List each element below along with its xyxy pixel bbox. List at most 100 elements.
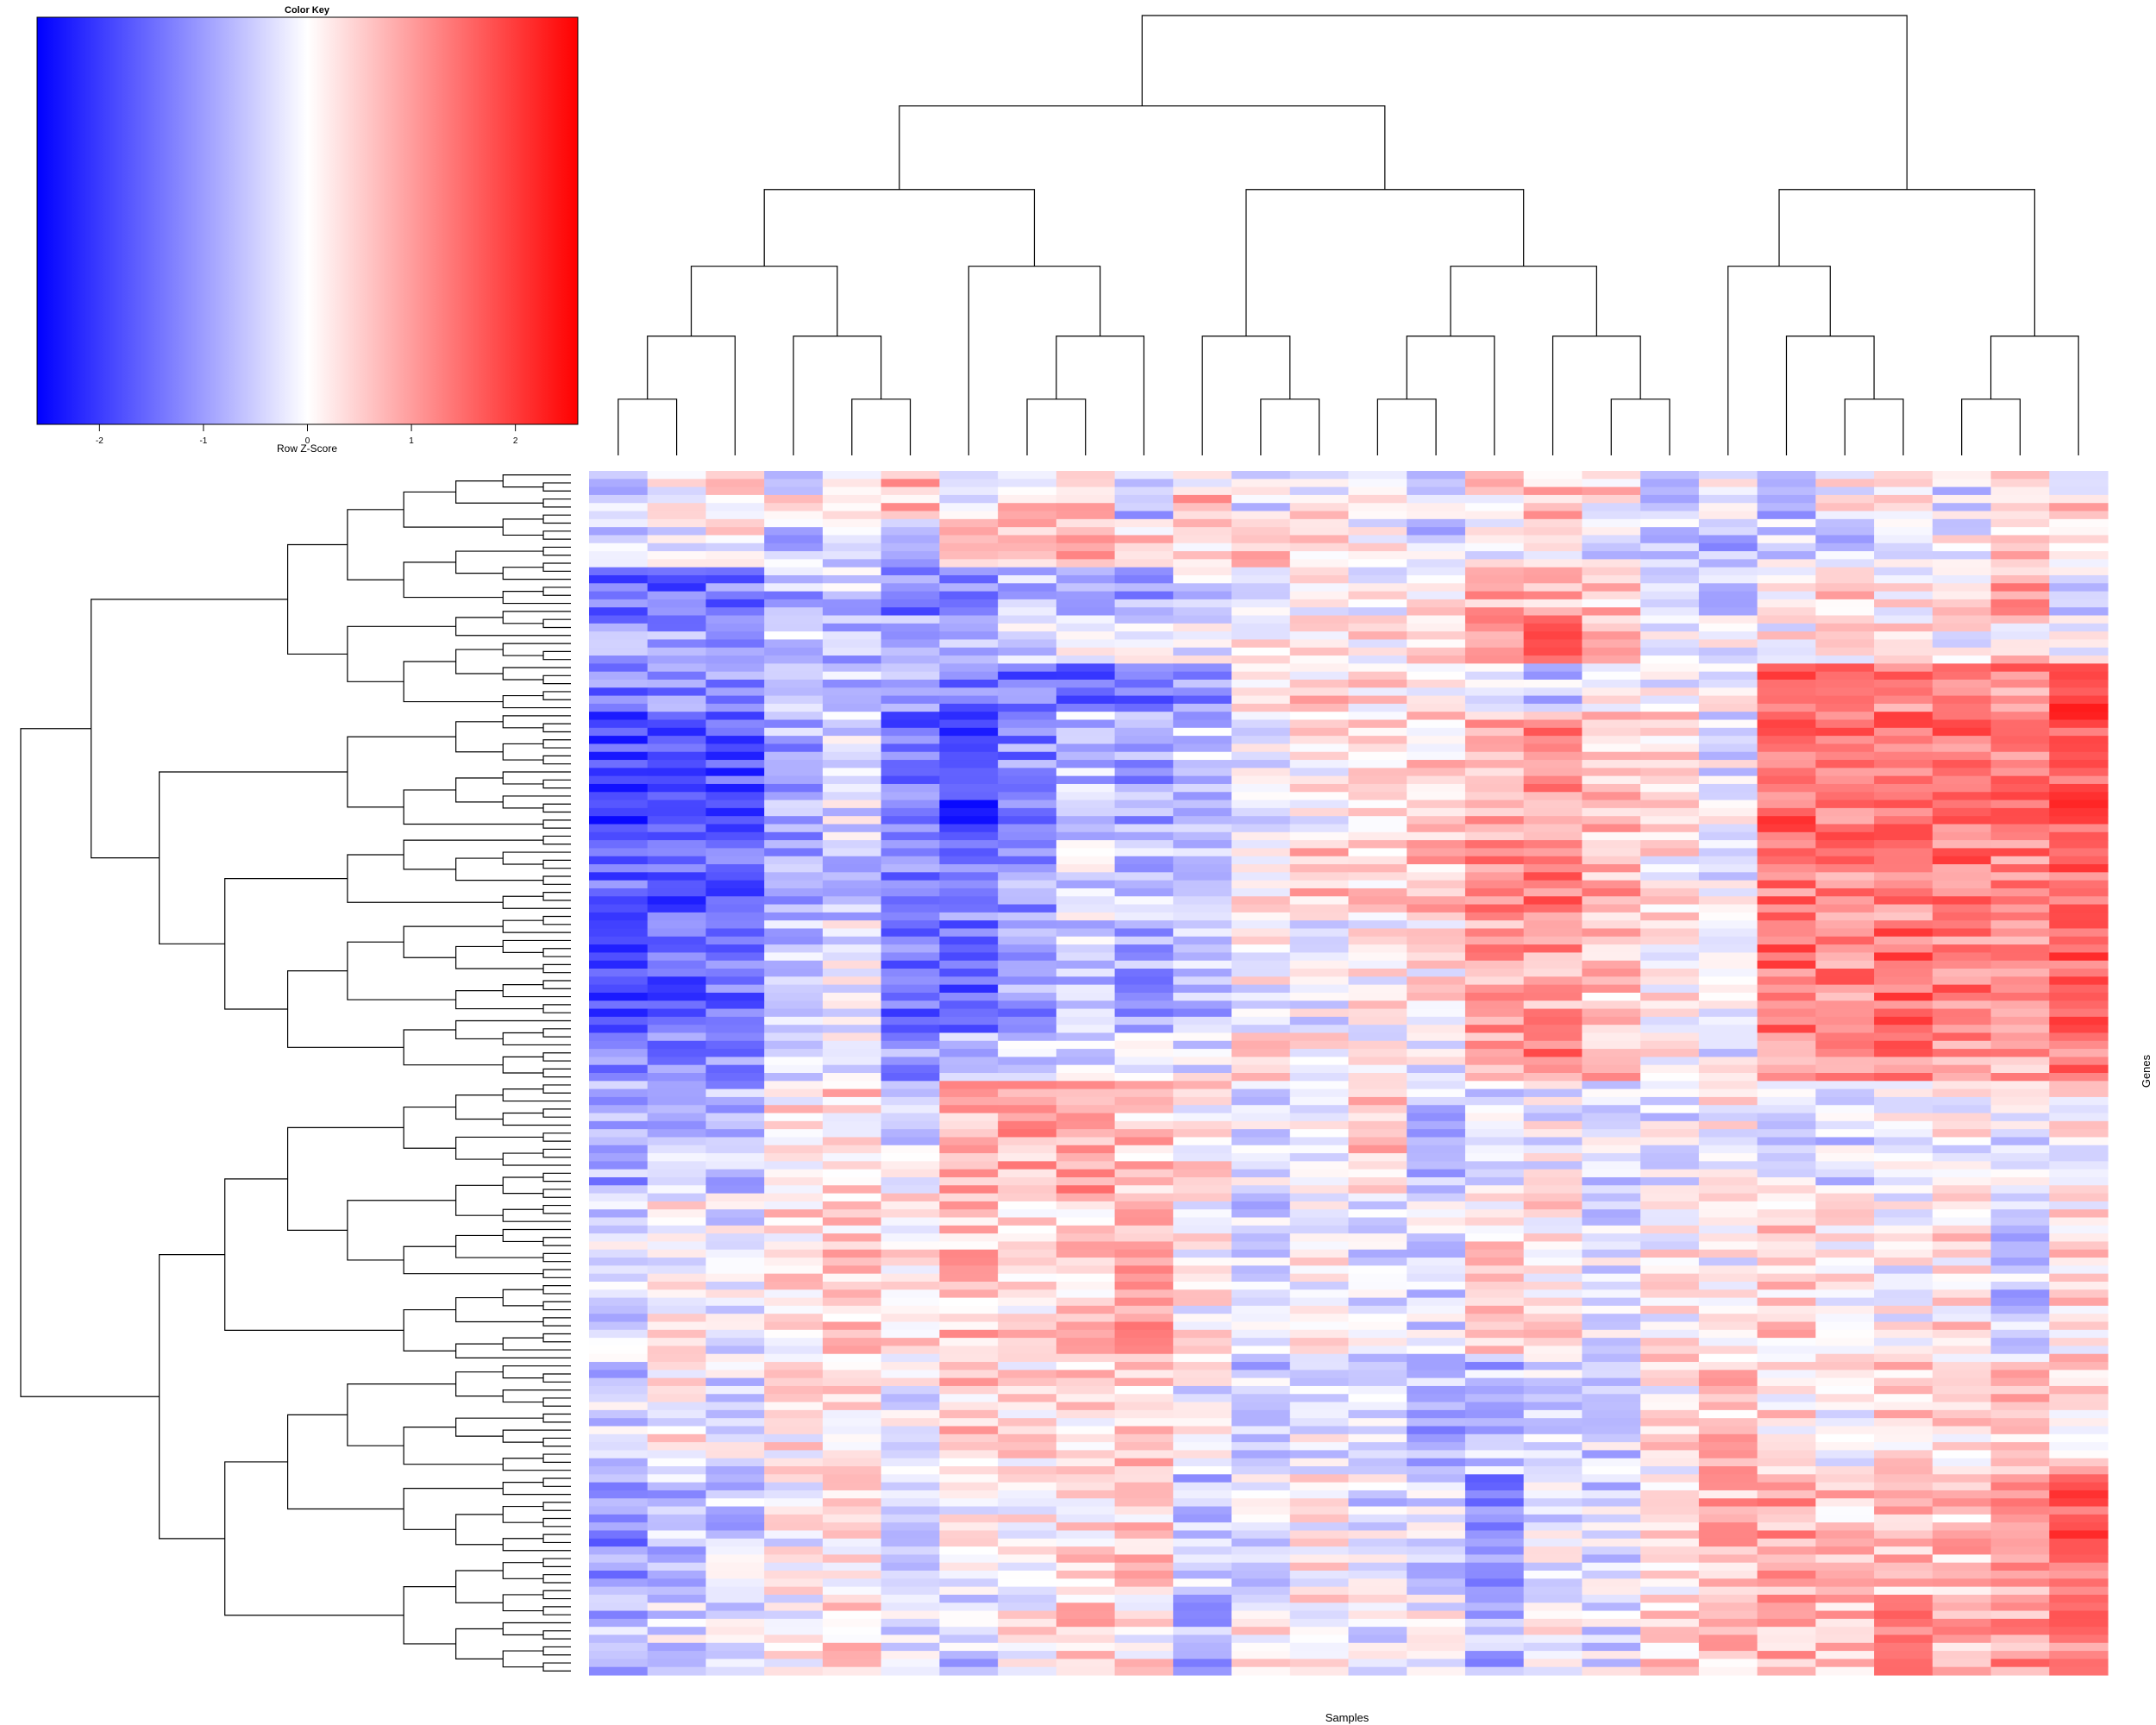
- heatmap-cell: [1289, 1377, 1350, 1387]
- heatmap-cell: [705, 1586, 765, 1596]
- heatmap-cell: [647, 527, 707, 536]
- heatmap-cell: [939, 1450, 999, 1459]
- heatmap-cell: [1523, 1490, 1583, 1499]
- heatmap-cell: [1582, 1073, 1641, 1082]
- heatmap-cell: [1582, 1466, 1641, 1475]
- heatmap-cell: [822, 1040, 882, 1050]
- heatmap-cell: [1640, 1161, 1700, 1170]
- heatmap-cell: [2049, 503, 2109, 512]
- heatmap-cell: [1348, 1025, 1407, 1034]
- heatmap-cell: [1757, 543, 1816, 552]
- heatmap-cell: [1523, 615, 1583, 624]
- heatmap-cell: [1464, 1225, 1525, 1234]
- heatmap-cell: [881, 535, 940, 544]
- heatmap-cell: [647, 703, 707, 712]
- heatmap-cell: [764, 1176, 824, 1186]
- heatmap-cell: [1289, 960, 1350, 969]
- heatmap-cell: [764, 1562, 824, 1571]
- heatmap-cell: [1932, 1506, 1992, 1515]
- heatmap-cell: [1523, 479, 1583, 488]
- heatmap-cell: [1815, 1659, 1875, 1668]
- heatmap-cell: [881, 583, 940, 593]
- heatmap-cell: [1464, 1394, 1525, 1403]
- heatmap-cell: [939, 1498, 999, 1508]
- heatmap-cell: [764, 928, 824, 938]
- heatmap-cell: [1232, 1514, 1291, 1523]
- heatmap-cell: [1289, 1161, 1350, 1170]
- heatmap-cell: [1114, 1057, 1174, 1066]
- heatmap-cell: [998, 503, 1057, 512]
- heatmap-cell: [705, 1530, 765, 1540]
- heatmap-cell: [1056, 888, 1116, 897]
- heatmap-cell: [1932, 1426, 1992, 1435]
- heatmap-cell: [1640, 712, 1700, 721]
- heatmap-cell: [2049, 1514, 2109, 1523]
- heatmap-cell: [1348, 1433, 1407, 1443]
- heatmap-cell: [1523, 1329, 1583, 1339]
- heatmap-cell: [1407, 1120, 1466, 1130]
- heatmap-cell: [1056, 607, 1116, 617]
- heatmap-cell: [1582, 1273, 1641, 1283]
- heatmap-cell: [881, 1265, 940, 1275]
- heatmap-cell: [1815, 535, 1875, 544]
- heatmap-cell: [1874, 1610, 1934, 1620]
- heatmap-cell: [1464, 1105, 1525, 1114]
- heatmap-cell: [1348, 1385, 1407, 1395]
- heatmap-cell: [1232, 639, 1291, 649]
- heatmap-cell: [764, 719, 824, 729]
- heatmap-cell: [1640, 503, 1700, 512]
- heatmap-cell: [881, 936, 940, 945]
- heatmap-cell: [589, 567, 649, 576]
- heatmap-cell: [1173, 591, 1232, 600]
- heatmap-cell: [1056, 1377, 1116, 1387]
- heatmap-cell: [939, 591, 999, 600]
- heatmap-cell: [647, 1073, 707, 1082]
- heatmap-cell: [1056, 1458, 1116, 1467]
- heatmap-cell: [881, 928, 940, 938]
- heatmap-cell: [1407, 1297, 1466, 1307]
- heatmap-cell: [1990, 1594, 2050, 1603]
- heatmap-cell: [881, 1402, 940, 1411]
- heatmap-cell: [1289, 615, 1350, 624]
- heatmap-cell: [1990, 663, 2050, 673]
- heatmap-cell: [1698, 1586, 1758, 1596]
- heatmap-cell: [1056, 856, 1116, 865]
- heatmap-cell: [764, 872, 824, 881]
- heatmap-cell: [1815, 486, 1875, 496]
- heatmap-cell: [1232, 992, 1291, 1001]
- heatmap-cell: [1582, 944, 1641, 953]
- heatmap-cell: [1348, 712, 1407, 721]
- heatmap-cell: [2049, 1169, 2109, 1178]
- heatmap-cell: [998, 1627, 1057, 1636]
- heatmap-cell: [2049, 479, 2109, 488]
- heatmap-cell: [589, 760, 649, 768]
- heatmap-cell: [1698, 1016, 1758, 1026]
- heatmap-cell: [1056, 912, 1116, 921]
- heatmap-cell: [1698, 599, 1758, 608]
- heatmap-cell: [1289, 639, 1350, 649]
- heatmap-cell: [1232, 1016, 1291, 1026]
- heatmap-cell: [1407, 1113, 1466, 1122]
- heatmap-cell: [705, 936, 765, 945]
- heatmap-cell: [1464, 1289, 1525, 1299]
- heatmap-cell: [1464, 800, 1525, 809]
- heatmap-cell: [1464, 1113, 1525, 1122]
- heatmap-cell: [1348, 1458, 1407, 1467]
- heatmap-cell: [1289, 768, 1350, 777]
- heatmap-cell: [2049, 1562, 2109, 1571]
- heatmap-cell: [1874, 1522, 1934, 1532]
- heatmap-cell: [1523, 1394, 1583, 1403]
- heatmap-cell: [881, 494, 940, 504]
- heatmap-cell: [1523, 928, 1583, 938]
- heatmap-cell: [881, 848, 940, 857]
- heatmap-cell: [589, 928, 649, 938]
- heatmap-cell: [1173, 1000, 1232, 1010]
- heatmap-cell: [764, 1040, 824, 1050]
- heatmap-cell: [1173, 679, 1232, 688]
- heatmap-cell: [705, 1458, 765, 1467]
- row-dendrogram-branch: [403, 491, 504, 528]
- heatmap-cell: [1114, 1000, 1174, 1010]
- heatmap-cell: [1348, 1008, 1407, 1018]
- heatmap-cell: [998, 736, 1057, 745]
- heatmap-cell: [822, 1402, 882, 1411]
